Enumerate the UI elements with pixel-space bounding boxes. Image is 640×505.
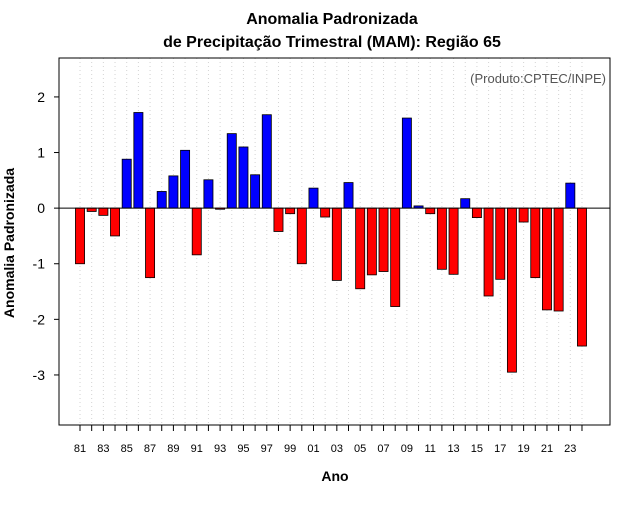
bar-2001 xyxy=(308,187,319,209)
bar-2020 xyxy=(530,207,541,279)
x-tick-label: 17 xyxy=(494,443,506,455)
bar-2019 xyxy=(518,207,529,223)
bar-1990 xyxy=(180,149,191,209)
bar-2012 xyxy=(436,207,447,270)
grid-layer xyxy=(79,58,583,425)
x-tick-label: 97 xyxy=(261,443,273,455)
bar-2000 xyxy=(296,207,307,265)
bar-2014 xyxy=(460,198,471,209)
x-tick-label: 89 xyxy=(167,443,179,455)
x-tick-label: 05 xyxy=(354,443,366,455)
bar-2022 xyxy=(553,207,564,312)
chart-subtitle: de Precipitação Trimestral (MAM): Região… xyxy=(163,34,501,51)
bar-2002 xyxy=(320,207,331,218)
bar-2007 xyxy=(378,207,389,272)
y-axis: 2 1 0 -1 -2 -3 xyxy=(33,89,59,383)
bar-1999 xyxy=(285,207,296,215)
bar-1992 xyxy=(203,179,214,209)
x-tick-label: 07 xyxy=(377,443,389,455)
bar-1994 xyxy=(226,133,237,209)
x-tick-label: 81 xyxy=(74,443,86,455)
x-tick-label: 93 xyxy=(214,443,226,455)
bar-2006 xyxy=(366,207,377,276)
bar-2023 xyxy=(565,182,576,209)
bar-1995 xyxy=(238,146,249,209)
bar-1998 xyxy=(273,207,284,232)
y-tick-label: 0 xyxy=(37,200,45,216)
x-tick-label: 85 xyxy=(121,443,133,455)
y-tick-label: -2 xyxy=(33,311,46,327)
bar-1981 xyxy=(75,207,85,265)
bar-1996 xyxy=(250,174,261,209)
x-tick-label: 03 xyxy=(331,443,343,455)
x-tick-label: 19 xyxy=(517,443,529,455)
x-tick-label: 99 xyxy=(284,443,296,455)
x-tick-label: 21 xyxy=(541,443,553,455)
x-tick-label: 95 xyxy=(237,443,249,455)
bar-2016 xyxy=(483,207,494,297)
bar-1987 xyxy=(145,207,156,279)
x-tick-label: 83 xyxy=(97,443,109,455)
bar-2004 xyxy=(343,182,354,209)
bar-2013 xyxy=(448,207,459,275)
x-axis-title: Ano xyxy=(321,468,348,484)
bar-1983 xyxy=(98,207,109,216)
credit-label: (Produto:CPTEC/INPE) xyxy=(470,71,606,86)
bar-1984 xyxy=(110,207,120,237)
x-tick-label: 11 xyxy=(425,443,436,455)
bar-2009 xyxy=(401,117,412,209)
y-tick-label: -3 xyxy=(33,367,46,383)
x-tick-label: 91 xyxy=(191,443,203,455)
bar-1986 xyxy=(133,112,144,209)
bars-layer xyxy=(75,112,587,373)
bar-2015 xyxy=(471,207,482,218)
bar-2021 xyxy=(542,207,552,311)
bar-1989 xyxy=(168,175,179,209)
bar-2018 xyxy=(506,207,517,373)
bar-1988 xyxy=(156,191,167,209)
chart-title: Anomalia Padronizada xyxy=(246,11,418,28)
x-tick-label: 87 xyxy=(144,443,156,455)
x-axis: 81 83 85 87 89 91 93 95 97 99 01 03 05 07 09 11 13 15 17 19… xyxy=(74,425,583,455)
y-tick-label: 2 xyxy=(37,89,45,105)
y-tick-label: -1 xyxy=(33,256,46,272)
bar-2003 xyxy=(331,207,342,281)
plot-frame xyxy=(58,57,611,426)
bar-1991 xyxy=(191,207,202,256)
x-tick-label: 01 xyxy=(307,443,319,455)
bar-2011 xyxy=(425,207,436,215)
y-axis-title: Anomalia Padronizada xyxy=(1,168,17,318)
bar-2024 xyxy=(577,207,587,347)
bar-2005 xyxy=(355,207,366,290)
x-tick-label: 13 xyxy=(447,443,459,455)
x-tick-label: 09 xyxy=(401,443,413,455)
x-tick-label: 15 xyxy=(471,443,483,455)
x-tick-label: 23 xyxy=(564,443,576,455)
bar-2008 xyxy=(390,207,401,307)
bar-1997 xyxy=(261,114,272,209)
bar-1982 xyxy=(86,207,97,212)
bar-2017 xyxy=(495,207,506,280)
bar-1985 xyxy=(121,158,132,209)
y-tick-label: 1 xyxy=(37,145,45,161)
